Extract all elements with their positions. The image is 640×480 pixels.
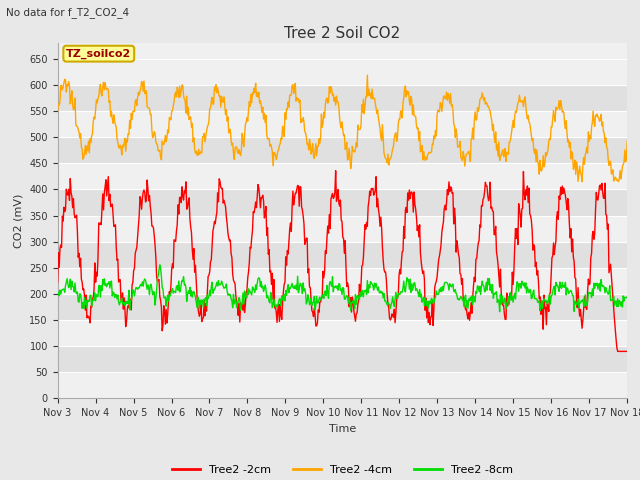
Legend: Tree2 -2cm, Tree2 -4cm, Tree2 -8cm: Tree2 -2cm, Tree2 -4cm, Tree2 -8cm bbox=[168, 461, 517, 480]
Bar bbox=[58, 137, 627, 163]
Title: Tree 2 Soil CO2: Tree 2 Soil CO2 bbox=[284, 25, 401, 41]
Bar bbox=[58, 320, 627, 346]
Bar bbox=[58, 216, 627, 242]
Bar bbox=[58, 59, 627, 85]
Bar bbox=[58, 242, 627, 268]
Text: TZ_soilco2: TZ_soilco2 bbox=[66, 48, 131, 59]
Y-axis label: CO2 (mV): CO2 (mV) bbox=[13, 193, 24, 248]
Bar bbox=[58, 346, 627, 372]
Bar bbox=[58, 163, 627, 190]
Bar bbox=[58, 190, 627, 216]
Bar bbox=[58, 85, 627, 111]
Bar bbox=[58, 111, 627, 137]
Bar bbox=[58, 268, 627, 294]
Bar bbox=[58, 372, 627, 398]
X-axis label: Time: Time bbox=[329, 424, 356, 433]
Text: No data for f_T2_CO2_4: No data for f_T2_CO2_4 bbox=[6, 7, 129, 18]
Bar bbox=[58, 294, 627, 320]
